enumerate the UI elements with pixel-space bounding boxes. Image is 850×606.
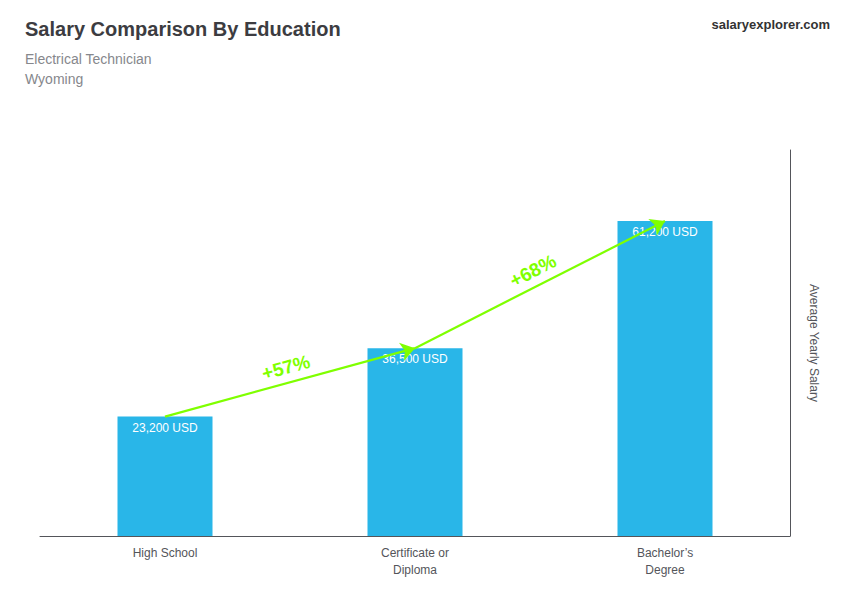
svg-text:Average Yearly Salary: Average Yearly Salary <box>807 284 821 402</box>
svg-text:Certificate or: Certificate or <box>381 546 449 560</box>
svg-text:Degree: Degree <box>645 563 685 577</box>
svg-text:61,200 USD: 61,200 USD <box>632 225 698 239</box>
svg-text:Bachelor’s: Bachelor’s <box>637 546 693 560</box>
svg-text:High School: High School <box>133 546 198 560</box>
svg-text:36,500 USD: 36,500 USD <box>382 352 448 367</box>
svg-text:+68%: +68% <box>506 250 559 291</box>
svg-text:+57%: +57% <box>259 351 312 384</box>
svg-text:Wyoming: Wyoming <box>25 71 83 87</box>
svg-text:23,200 USD: 23,200 USD <box>132 421 198 435</box>
svg-text:Diploma: Diploma <box>393 563 437 577</box>
svg-text:Electrical Technician: Electrical Technician <box>25 51 152 67</box>
svg-text:salaryexplorer.com: salaryexplorer.com <box>711 17 830 32</box>
svg-text:Salary Comparison By Education: Salary Comparison By Education <box>25 18 341 40</box>
